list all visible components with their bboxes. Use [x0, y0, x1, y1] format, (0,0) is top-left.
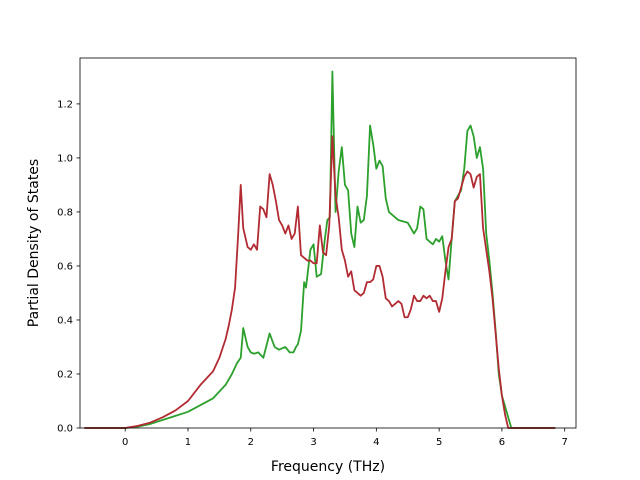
y-axis-label: Partial Density of States	[26, 159, 42, 327]
y-tick-label: 0.8	[57, 207, 73, 218]
x-axis-label: Frequency (THz)	[271, 459, 385, 475]
plot-lines	[84, 70, 556, 429]
y-tick-label: 0.4	[57, 315, 73, 326]
x-tick-label: 6	[499, 437, 505, 448]
y-axis-ticks: 0.0 0.2 0.4 0.6 0.8 1.0 1.2	[57, 99, 80, 435]
x-tick-label: 2	[248, 437, 254, 448]
series-line-2	[84, 135, 556, 429]
series-line-1	[84, 70, 556, 429]
y-tick-label: 0.0	[57, 424, 73, 435]
axes-frame	[79, 57, 577, 429]
x-tick-label: 3	[310, 437, 316, 448]
y-tick-label: 0.2	[57, 369, 73, 380]
x-tick-label: 4	[373, 437, 379, 448]
x-tick-label: 7	[562, 437, 568, 448]
x-tick-label: 0	[122, 437, 128, 448]
x-tick-label: 1	[185, 437, 191, 448]
x-axis-ticks: 0 1 2 3 4 5 6 7	[122, 428, 568, 448]
y-tick-label: 1.0	[57, 153, 73, 164]
x-tick-label: 5	[436, 437, 442, 448]
y-tick-label: 1.2	[57, 99, 73, 110]
y-tick-label: 0.6	[57, 261, 73, 272]
